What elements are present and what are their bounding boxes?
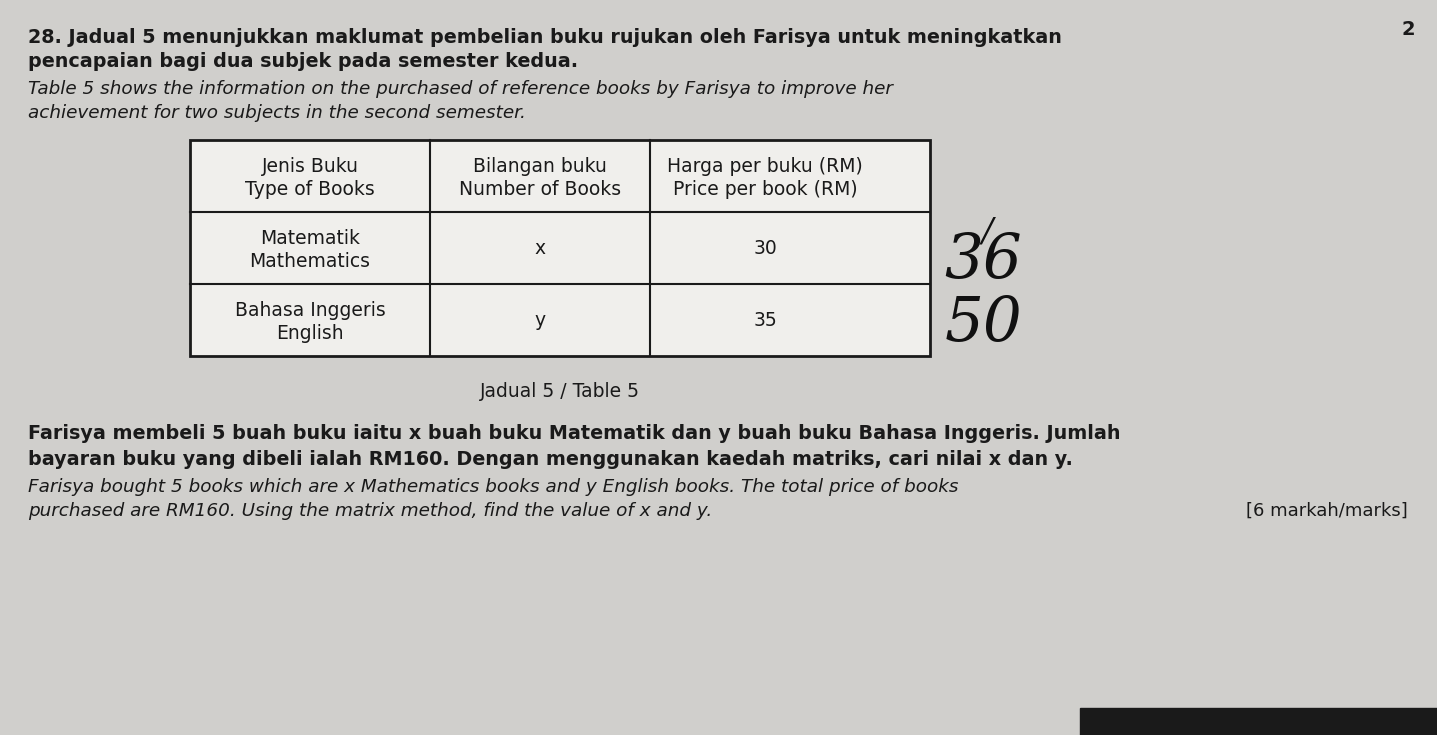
- Text: purchased are RM160. Using the matrix method, find the value of x and y.: purchased are RM160. Using the matrix me…: [27, 502, 713, 520]
- Text: Bahasa Inggeris: Bahasa Inggeris: [234, 301, 385, 320]
- Text: Number of Books: Number of Books: [458, 179, 621, 198]
- Text: Farisya membeli 5 buah buku iaitu x buah buku Matematik dan y buah buku Bahasa I: Farisya membeli 5 buah buku iaitu x buah…: [27, 424, 1121, 443]
- Text: Table 5 shows the information on the purchased of reference books by Farisya to : Table 5 shows the information on the pur…: [27, 80, 892, 98]
- Text: Price per book (RM): Price per book (RM): [673, 179, 858, 198]
- Text: Jadual 5 / Table 5: Jadual 5 / Table 5: [480, 382, 639, 401]
- Text: pencapaian bagi dua subjek pada semester kedua.: pencapaian bagi dua subjek pada semester…: [27, 52, 578, 71]
- Text: 50: 50: [944, 294, 1022, 354]
- Bar: [1081, 708, 1437, 735]
- Text: achievement for two subjects in the second semester.: achievement for two subjects in the seco…: [27, 104, 526, 122]
- Text: Harga per buku (RM): Harga per buku (RM): [667, 157, 862, 176]
- Text: Type of Books: Type of Books: [246, 179, 375, 198]
- Text: y: y: [535, 310, 546, 329]
- Text: 2: 2: [1401, 20, 1415, 39]
- Bar: [190, 140, 930, 356]
- Text: 28. Jadual 5 menunjukkan maklumat pembelian buku rujukan oleh Farisya untuk meni: 28. Jadual 5 menunjukkan maklumat pembel…: [27, 28, 1062, 47]
- Text: Matematik: Matematik: [260, 229, 361, 248]
- Text: bayaran buku yang dibeli ialah RM160. Dengan menggunakan kaedah matriks, cari ni: bayaran buku yang dibeli ialah RM160. De…: [27, 450, 1073, 469]
- Text: Mathematics: Mathematics: [250, 251, 371, 270]
- Text: English: English: [276, 323, 343, 343]
- Text: /: /: [981, 216, 993, 248]
- Text: x: x: [535, 238, 546, 257]
- Text: Jenis Buku: Jenis Buku: [262, 157, 358, 176]
- Text: Farisya bought 5 books which are x Mathematics books and y English books. The to: Farisya bought 5 books which are x Mathe…: [27, 478, 958, 496]
- Text: [6 markah/marks]: [6 markah/marks]: [1246, 502, 1408, 520]
- Text: Bilangan buku: Bilangan buku: [473, 157, 606, 176]
- Text: 30: 30: [753, 238, 777, 257]
- Text: 35: 35: [753, 310, 777, 329]
- Bar: [190, 140, 930, 356]
- Text: 36: 36: [944, 230, 1022, 290]
